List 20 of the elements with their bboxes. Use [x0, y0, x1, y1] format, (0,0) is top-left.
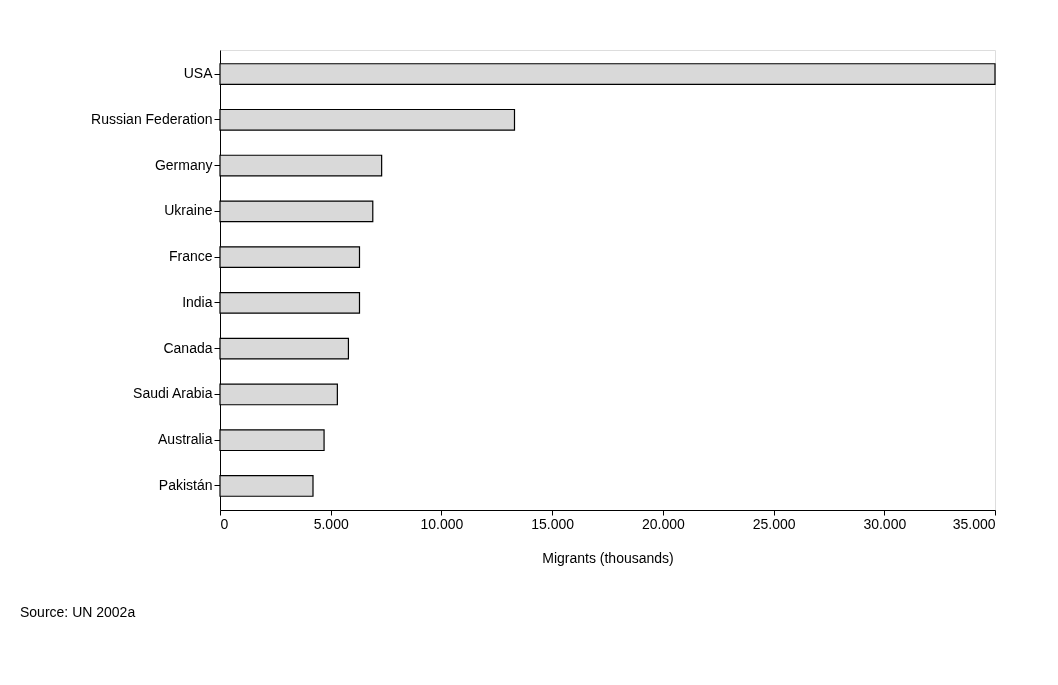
x-tick-label: 10.000	[420, 515, 464, 532]
x-tick-label: 30.000	[863, 515, 907, 532]
y-tick-label: Russian Federation	[91, 110, 213, 127]
y-tick-label: Pakistán	[158, 476, 213, 493]
x-tick-label: 35.000	[952, 515, 996, 532]
y-tick-label: India	[182, 293, 213, 310]
x-tick-label: 15.000	[531, 515, 575, 532]
y-tick-label: Germany	[154, 156, 213, 173]
x-tick-label: 5.000	[313, 515, 349, 532]
y-tick-label: USA	[183, 65, 214, 82]
source-note: Source: UN 2002a	[20, 604, 136, 620]
x-tick-label: 25.000	[752, 515, 796, 532]
x-tick-label: 20.000	[641, 515, 685, 532]
x-axis-title: Migrants (thousands)	[542, 549, 674, 566]
y-tick-label: Canada	[163, 339, 213, 356]
x-tick-label: 0	[220, 515, 229, 532]
y-tick-label: France	[168, 248, 213, 265]
y-tick-label: Saudi Arabia	[133, 385, 213, 402]
y-tick-label: Australia	[158, 431, 213, 448]
y-tick-label: Ukraine	[164, 202, 213, 219]
